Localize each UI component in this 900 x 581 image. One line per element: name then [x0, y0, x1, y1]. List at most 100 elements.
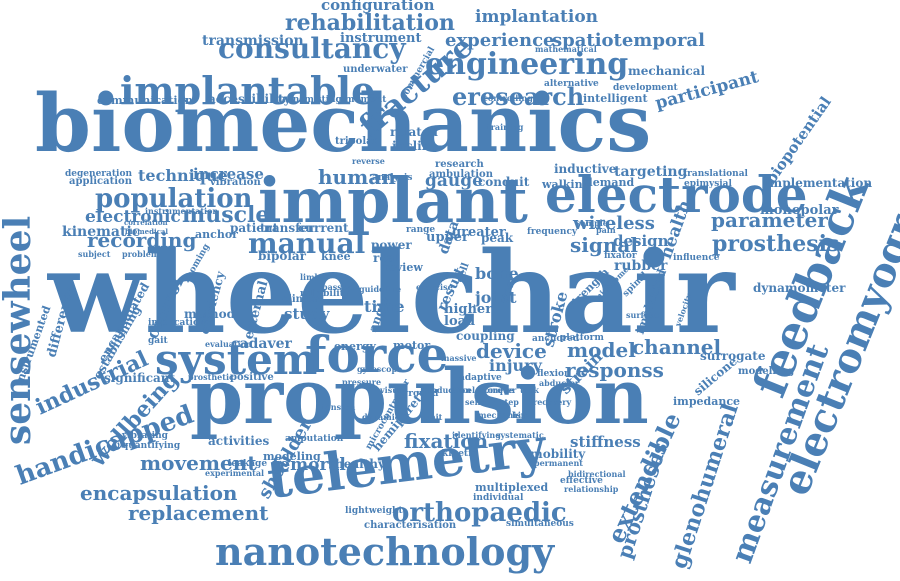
- cloud-word: analysis: [372, 173, 412, 183]
- cloud-word: task: [520, 385, 539, 395]
- cloud-word: bipolar: [258, 249, 307, 263]
- cloud-word: configuration: [321, 0, 435, 14]
- cloud-word: adaptive: [459, 373, 502, 383]
- cloud-word: passive: [322, 282, 355, 292]
- cloud-word: training: [487, 122, 524, 132]
- cloud-word: bidirectional: [568, 469, 626, 479]
- cloud-word: instrument: [340, 31, 422, 46]
- cloud-word: replacement: [128, 501, 269, 525]
- cloud-word: influence: [673, 253, 720, 263]
- cloud-word: tripolar: [335, 136, 379, 147]
- cloud-word: vibrating: [121, 431, 169, 441]
- cloud-word: coupling: [456, 329, 515, 343]
- cloud-word: anchored: [532, 334, 580, 344]
- cloud-word: underwater: [343, 64, 408, 75]
- cloud-word: higher: [444, 302, 492, 317]
- cloud-word: activities: [208, 434, 269, 448]
- cloud-word: evaluation: [205, 339, 252, 349]
- cloud-word: degeneration: [65, 169, 132, 179]
- cloud-word: recovery: [533, 397, 571, 407]
- cloud-word: dynamometer: [753, 281, 846, 295]
- cloud-word: fixator: [604, 251, 637, 261]
- cloud-word: healthy: [335, 457, 386, 471]
- cloud-word: incline: [392, 139, 438, 153]
- cloud-word: guideline: [359, 284, 401, 294]
- cloud-word: sample: [576, 218, 608, 228]
- cloud-word: current: [298, 221, 349, 235]
- cloud-word: amputation: [285, 434, 344, 444]
- cloud-word: visual: [379, 385, 406, 395]
- cloud-word: walking: [541, 178, 591, 191]
- cloud-word: prosthetic: [188, 372, 234, 382]
- cloud-word: limb: [300, 272, 321, 282]
- cloud-word: kinetic: [442, 449, 478, 459]
- cloud-word: targeting: [614, 164, 688, 180]
- cloud-word: motor: [393, 339, 430, 352]
- cloud-word: transmitting moment: [278, 95, 387, 105]
- cloud-word: monopolar: [760, 203, 839, 218]
- cloud-word: sensor: [465, 397, 495, 407]
- cloud-word: energy: [334, 340, 376, 353]
- cloud-word: positive: [230, 372, 274, 383]
- cloud-word: characterisation: [364, 520, 457, 531]
- cloud-word: implication: [148, 318, 206, 328]
- cloud-word: biomedical: [125, 227, 168, 236]
- cloud-word: correlation: [124, 218, 168, 227]
- cloud-word: instrumentation: [145, 206, 218, 216]
- cloud-word: exercise: [416, 282, 453, 292]
- cloud-word: permanent: [534, 458, 583, 468]
- cloud-word: massive: [441, 353, 476, 363]
- cloud-word: alternative: [544, 79, 599, 89]
- cloud-word: relationship: [564, 484, 619, 494]
- cloud-word: translational: [683, 169, 749, 179]
- cloud-word: step: [500, 397, 519, 407]
- cloud-word: inductive: [554, 162, 617, 176]
- cloud-word: knee: [321, 250, 351, 263]
- cloud-word: development: [613, 83, 678, 93]
- cloud-word: implementation: [765, 176, 872, 190]
- cloud-word: torque: [484, 385, 514, 395]
- cloud-word: impedance: [673, 395, 740, 408]
- cloud-word: unit: [424, 412, 443, 422]
- cloud-word: modelling: [738, 366, 794, 377]
- cloud-word: individual: [473, 493, 524, 503]
- cloud-word: power: [371, 238, 412, 252]
- cloud-word: surface: [626, 310, 659, 320]
- cloud-word: simultaneous: [506, 519, 574, 529]
- cloud-word: frequency: [527, 227, 578, 237]
- cloud-word: significant: [104, 371, 176, 385]
- cloud-word: gyroscope: [357, 364, 402, 374]
- cloud-word: problem: [122, 249, 160, 259]
- cloud-word: nanotechnology: [215, 529, 555, 574]
- cloud-word: ambulation: [429, 169, 494, 180]
- cloud-word: tension: [322, 402, 355, 412]
- cloud-word: study: [284, 305, 331, 323]
- cloud-word: reverse: [352, 156, 385, 166]
- cloud-word: epimysial: [684, 179, 733, 189]
- cloud-word: lightweight: [345, 506, 404, 516]
- cloud-word: review: [383, 261, 423, 274]
- cloud-word: mathematical: [535, 44, 597, 54]
- cloud-word: controlling: [483, 93, 533, 103]
- cloud-word: implantation: [475, 7, 598, 27]
- cloud-word: communication: [97, 94, 193, 107]
- cloud-word: mechanical: [628, 64, 706, 78]
- cloud-word: identifying: [452, 430, 501, 440]
- cloud-word: experimental: [205, 468, 264, 478]
- cloud-word: subject: [78, 249, 111, 259]
- cloud-word: dynamic: [362, 412, 400, 422]
- cloud-word: quantifying: [122, 441, 181, 451]
- cloud-word: systematic: [496, 430, 544, 440]
- cloud-word: transmission: [202, 33, 304, 49]
- cloud-word: abductor: [539, 378, 580, 388]
- cloud-word: range: [406, 225, 435, 235]
- cloud-word: related: [390, 125, 438, 139]
- cloud-word: pressure: [342, 377, 381, 387]
- cloud-word: prosthesis: [712, 231, 839, 257]
- cloud-word: hip: [512, 410, 527, 420]
- cloud-word: intelligent: [583, 92, 648, 105]
- cloud-word: modeling: [263, 450, 321, 463]
- cloud-word: gait: [148, 336, 169, 346]
